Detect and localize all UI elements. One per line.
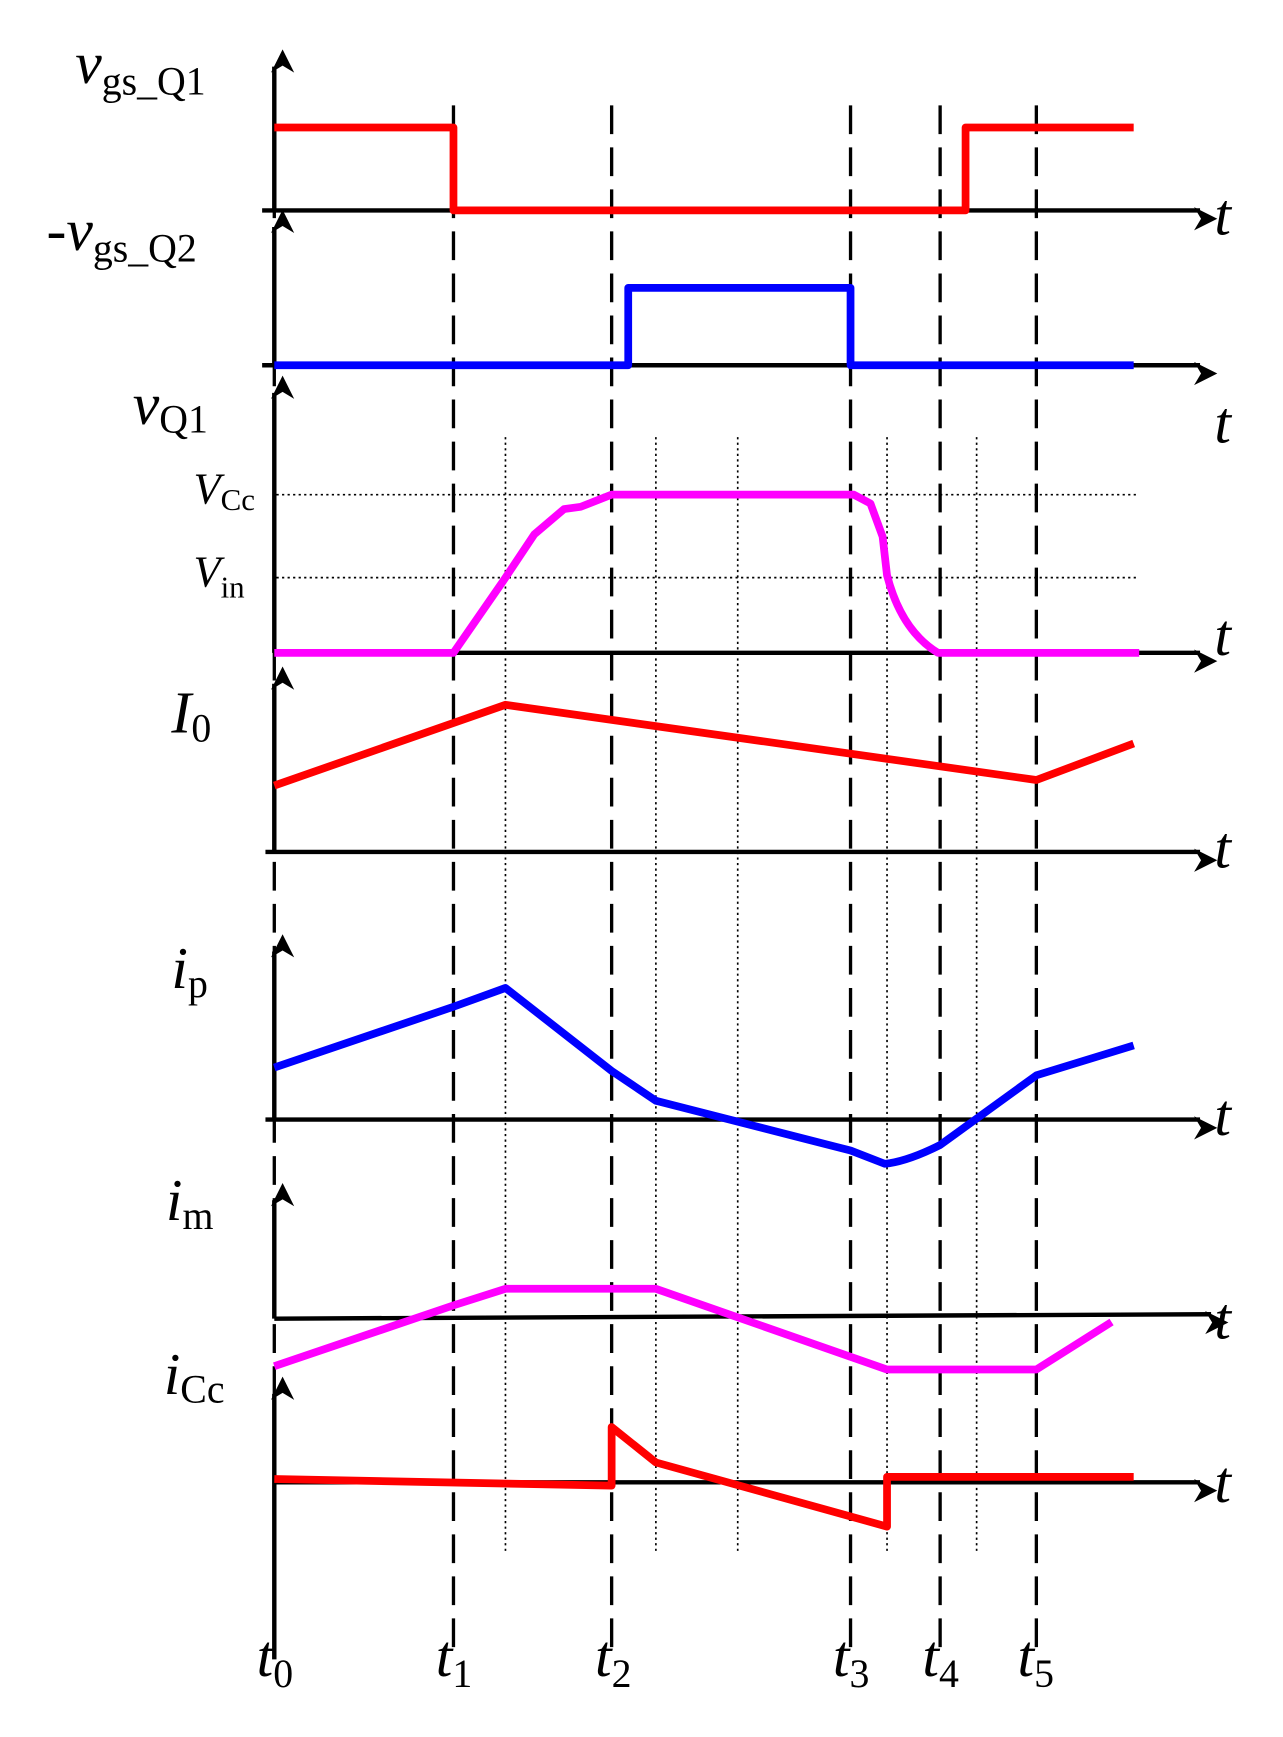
label-sub: Q1	[159, 398, 208, 442]
level-label: VCc	[194, 465, 255, 518]
label-sub: Cc	[221, 482, 255, 517]
label-sub: 0	[273, 1652, 293, 1696]
label-main: t	[922, 1623, 940, 1689]
label-main: t	[595, 1623, 613, 1689]
signal-label: I0	[170, 679, 211, 750]
time-label: t4	[922, 1623, 959, 1696]
axis-labels: t t t t t t t	[1214, 182, 1232, 1516]
label-sub: 3	[849, 1652, 869, 1696]
label-main: t	[833, 1623, 851, 1689]
label-sub: 5	[1034, 1652, 1054, 1696]
label-sub: 4	[939, 1652, 959, 1696]
waveforms	[273, 123, 1140, 1531]
label-main: V	[194, 465, 226, 514]
time-label: t3	[833, 1623, 870, 1696]
signal-label: iCc	[164, 1341, 225, 1412]
axes	[262, 49, 1229, 1660]
time-labels: t0 t1 t2 t3 t4 t5	[257, 1623, 1054, 1696]
axis-label: t	[1214, 1286, 1232, 1352]
grid-lines	[272, 105, 1140, 1649]
signal-labels: vgs_Q1 -vgs_Q2 vQ1 I0 ip im iCc	[46, 30, 224, 1411]
axis-label: t	[1214, 1449, 1232, 1515]
level-labels: VCc Vin	[194, 465, 255, 605]
label-sub: gs_Q1	[102, 59, 206, 103]
label-main: I	[170, 679, 194, 745]
level-label: Vin	[194, 547, 246, 604]
label-sub: Cc	[180, 1368, 224, 1412]
label-main: v	[133, 371, 160, 437]
label-main: v	[75, 30, 102, 96]
label-sub: p	[188, 962, 208, 1006]
axis-label: t	[1214, 182, 1232, 248]
label-sub: 1	[452, 1652, 472, 1696]
label-main: t	[436, 1623, 454, 1689]
label-main: V	[194, 547, 226, 596]
axis-label: t	[1214, 814, 1232, 880]
axis-label: t	[1214, 1082, 1232, 1148]
signal-label: vQ1	[133, 371, 208, 442]
axis-label: t	[1214, 390, 1232, 456]
label-main: i	[166, 1167, 183, 1233]
time-label: t1	[436, 1623, 473, 1696]
label-main: -v	[46, 197, 93, 263]
signal-label: -vgs_Q2	[46, 197, 196, 270]
time-label: t5	[1018, 1623, 1055, 1696]
label-main: i	[171, 935, 188, 1001]
time-label: t0	[257, 1623, 294, 1696]
label-sub: in	[221, 570, 246, 605]
signal-label: im	[166, 1167, 214, 1238]
label-main: t	[1018, 1623, 1036, 1689]
label-sub: 0	[191, 706, 211, 750]
label-main: i	[164, 1341, 181, 1407]
label-main: t	[257, 1623, 275, 1689]
time-label: t2	[595, 1623, 632, 1696]
signal-label: ip	[171, 935, 208, 1006]
axis-label: t	[1214, 602, 1232, 668]
signal-label: vgs_Q1	[75, 30, 205, 103]
label-sub: gs_Q2	[93, 226, 197, 270]
label-sub: 2	[612, 1652, 632, 1696]
label-sub: m	[182, 1194, 213, 1238]
